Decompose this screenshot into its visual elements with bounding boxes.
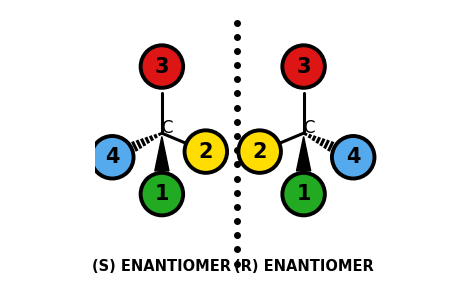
Text: 2: 2 bbox=[253, 142, 267, 162]
Text: (S) ENANTIOMER: (S) ENANTIOMER bbox=[92, 259, 231, 274]
Polygon shape bbox=[297, 137, 310, 171]
Circle shape bbox=[91, 136, 134, 179]
Text: (R) ENANTIOMER: (R) ENANTIOMER bbox=[234, 259, 374, 274]
Text: 1: 1 bbox=[155, 184, 169, 204]
Circle shape bbox=[332, 136, 374, 179]
Text: C: C bbox=[303, 119, 314, 137]
Circle shape bbox=[141, 45, 183, 88]
Circle shape bbox=[283, 173, 325, 215]
Circle shape bbox=[283, 45, 325, 88]
Text: 4: 4 bbox=[105, 147, 119, 167]
Text: 2: 2 bbox=[199, 142, 213, 162]
Polygon shape bbox=[155, 137, 169, 171]
Text: C: C bbox=[161, 119, 173, 137]
Circle shape bbox=[238, 130, 281, 173]
Text: 4: 4 bbox=[346, 147, 360, 167]
Circle shape bbox=[141, 173, 183, 215]
Text: 3: 3 bbox=[155, 57, 169, 77]
Text: 3: 3 bbox=[296, 57, 311, 77]
Circle shape bbox=[184, 130, 227, 173]
Text: 1: 1 bbox=[296, 184, 311, 204]
